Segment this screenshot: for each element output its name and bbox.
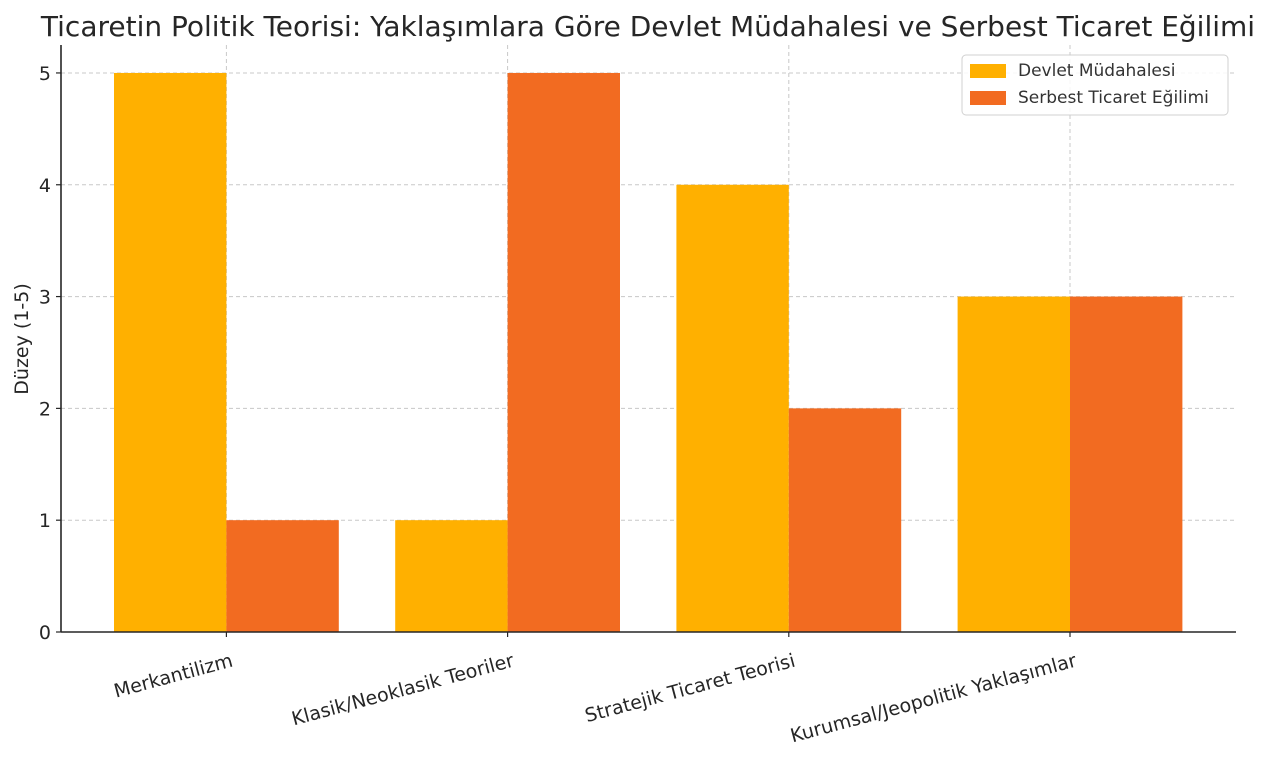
legend-box [961, 54, 1229, 116]
bar-series-0-cat-3 [957, 296, 1070, 632]
y-tick-labels: 0 1 2 3 4 5 [39, 63, 51, 644]
bars [114, 72, 1183, 632]
bar-series-1-cat-2 [788, 408, 902, 632]
y-tick-label-1: 1 [39, 510, 51, 532]
x-tick-label-0: Merkantilizm [112, 650, 236, 703]
y-tick-label-2: 2 [39, 398, 51, 420]
legend: Devlet Müdahalesi Serbest Ticaret Eğilim… [961, 54, 1229, 116]
x-tick-labels: Merkantilizm Klasik/Neoklasik Teoriler Str… [112, 650, 1079, 748]
axes [56, 45, 1236, 637]
bar-series-1-cat-0 [226, 520, 339, 632]
y-tick-label-4: 4 [39, 175, 51, 197]
x-tick-label-2: Stratejik Ticaret Teorisi [583, 650, 798, 727]
y-axis-label: Düzey (1-5) [11, 283, 33, 394]
bar-series-0-cat-1 [395, 520, 508, 632]
y-tick-label-3: 3 [39, 287, 51, 309]
y-tick-label-5: 5 [39, 63, 51, 85]
y-tick-label-0: 0 [39, 622, 51, 644]
bar-series-0-cat-2 [676, 184, 789, 632]
legend-label-serbest-ticaret-egilimi: Serbest Ticaret Eğilimi [1018, 88, 1209, 108]
x-tick-label-1: Klasik/Neoklasik Teoriler [289, 650, 516, 731]
legend-label-devlet-mudahalesi: Devlet Müdahalesi [1018, 61, 1175, 81]
x-tick-label-3: Kurumsal/Jeopolitik Yaklaşımlar [788, 650, 1079, 748]
chart-title: Ticaretin Politik Teorisi: Yaklaşımlara … [40, 10, 1255, 43]
bar-series-0-cat-0 [114, 72, 227, 632]
legend-swatch-devlet-mudahalesi [970, 64, 1006, 78]
bar-series-1-cat-3 [1070, 296, 1183, 632]
bar-series-1-cat-1 [507, 72, 620, 632]
legend-swatch-serbest-ticaret-egilimi [970, 91, 1006, 105]
